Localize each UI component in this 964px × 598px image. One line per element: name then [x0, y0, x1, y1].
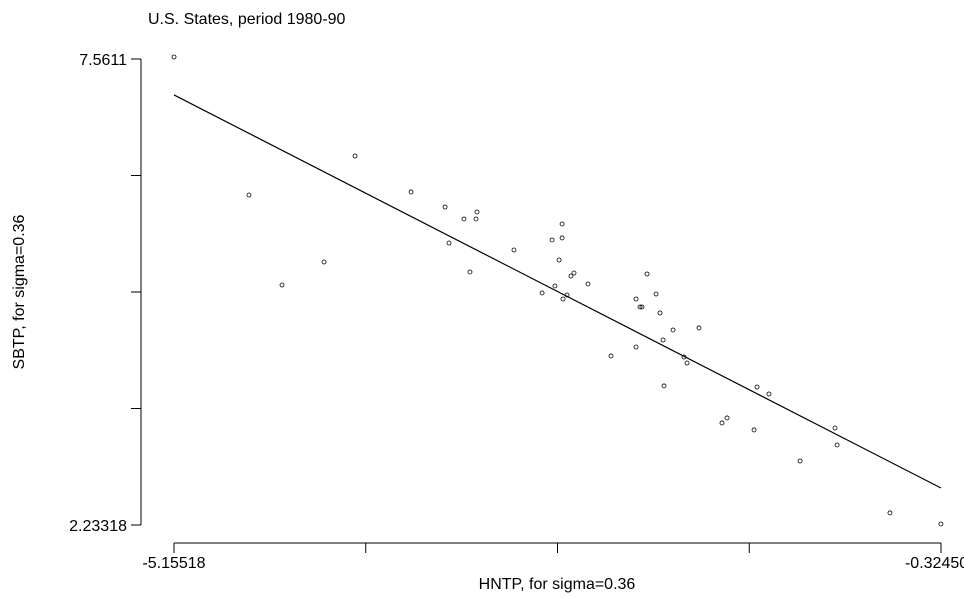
y-axis-label: SBTP, for sigma=0.36 [11, 214, 28, 369]
y-tick-label: 2.23318 [69, 518, 127, 535]
point [938, 521, 944, 527]
point [279, 282, 285, 288]
point [681, 354, 687, 360]
point [751, 427, 757, 433]
point [754, 384, 760, 390]
point [571, 270, 577, 276]
point [461, 216, 467, 222]
point [321, 259, 327, 265]
point [549, 237, 555, 243]
point [552, 283, 558, 289]
point [511, 247, 517, 253]
point [246, 192, 252, 198]
point [568, 273, 574, 279]
point [559, 221, 565, 227]
point [660, 337, 666, 343]
point [585, 281, 591, 287]
point [608, 353, 614, 359]
point [653, 291, 659, 297]
fit-line [173, 94, 942, 489]
point [408, 189, 414, 195]
point [474, 209, 480, 215]
point [639, 304, 645, 310]
point [556, 257, 562, 263]
point [352, 153, 358, 159]
point [171, 54, 177, 60]
point [684, 360, 690, 366]
point [696, 325, 702, 331]
point [539, 290, 545, 296]
point [633, 296, 639, 302]
x-tick-label: -0.324506 [905, 555, 964, 572]
point [560, 296, 566, 302]
point [637, 304, 643, 310]
point [559, 235, 565, 241]
point [887, 510, 893, 516]
point [657, 310, 663, 316]
point [564, 292, 570, 298]
point [473, 216, 479, 222]
x-tick-label: -5.15518 [142, 555, 205, 572]
y-tick-label: 7.5611 [79, 52, 127, 69]
point [644, 271, 650, 277]
point [724, 415, 730, 421]
point [719, 420, 725, 426]
point [797, 458, 803, 464]
point [661, 383, 667, 389]
point [467, 269, 473, 275]
point [670, 327, 676, 333]
point [633, 344, 639, 350]
point [832, 425, 838, 431]
chart-title: U.S. States, period 1980-90 [148, 11, 346, 28]
point [766, 391, 772, 397]
x-axis-label: HNTP, for sigma=0.36 [479, 576, 636, 593]
point [446, 240, 452, 246]
point [834, 442, 840, 448]
point [442, 204, 448, 210]
